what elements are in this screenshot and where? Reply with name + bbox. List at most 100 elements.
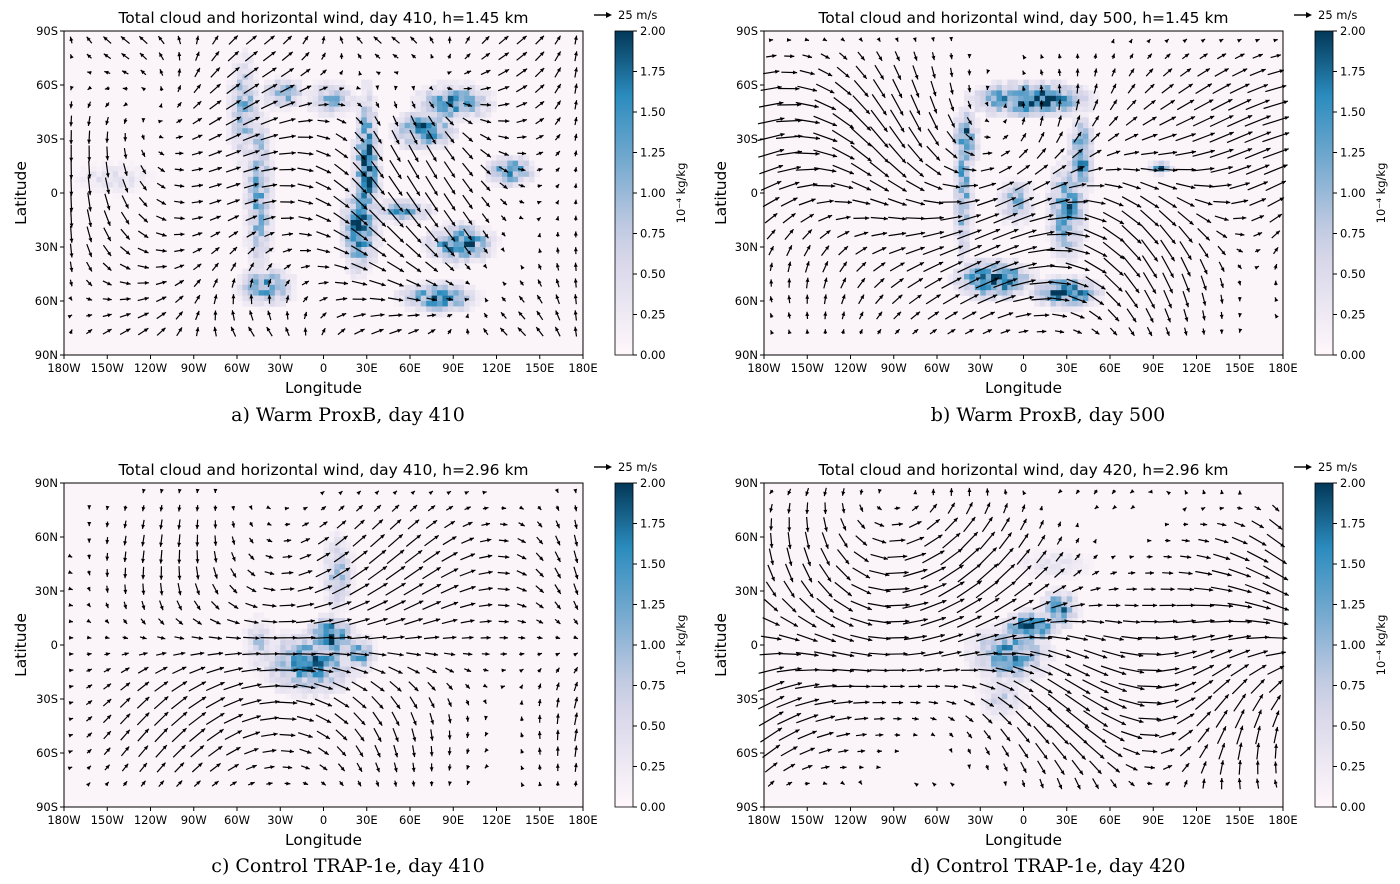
cloud-field <box>74 47 540 318</box>
wind-arrow <box>957 214 981 223</box>
wind-arrow <box>554 117 561 125</box>
x-axis-label: Longitude <box>285 379 362 397</box>
wind-arrow <box>555 505 560 511</box>
wind-arrow <box>1245 566 1270 580</box>
wind-arrow <box>957 229 982 240</box>
cloud-cell <box>1012 558 1019 565</box>
cloud-cell <box>442 220 449 226</box>
cloud-cell <box>980 295 986 302</box>
wind-arrow <box>1030 197 1053 207</box>
cloud-cell <box>253 85 259 91</box>
cloud-cell <box>485 236 492 242</box>
wind-arrow <box>834 581 853 597</box>
wind-arrow <box>482 230 489 239</box>
cloud-cell <box>1023 564 1030 570</box>
cloud-cell <box>242 155 249 161</box>
cloud-cell <box>350 263 357 269</box>
wind-arrow <box>938 598 965 613</box>
cloud-cell <box>458 247 465 253</box>
wind-arrow <box>231 520 236 528</box>
wind-arrow <box>1122 620 1141 624</box>
cloud-cell <box>437 139 443 145</box>
cloud-cell <box>474 95 481 102</box>
wind-arrow <box>349 600 370 611</box>
cloud-cell <box>301 666 308 673</box>
cloud-cell <box>366 160 373 167</box>
cloud-cell <box>345 214 351 221</box>
cloud-cell <box>964 220 970 226</box>
wind-arrow <box>1047 663 1072 677</box>
cloud-cell <box>258 176 265 183</box>
cloud-cell <box>264 634 270 640</box>
cloud-cell <box>1007 650 1013 657</box>
wind-arrow <box>446 297 454 301</box>
cloud-cell <box>1028 209 1035 215</box>
cloud-cell <box>991 661 997 667</box>
wind-arrow <box>538 263 542 270</box>
wind-arrow <box>1109 327 1118 336</box>
cloud-cell <box>1018 263 1024 269</box>
cloud-cell <box>80 171 86 178</box>
cloud-cell <box>253 252 259 259</box>
cloud-cell <box>318 101 324 107</box>
panel-d: Total cloud and horizontal wind, day 420… <box>700 451 1400 884</box>
cloud-cell <box>345 553 351 559</box>
cloud-cell <box>366 220 373 226</box>
wind-arrow <box>103 210 111 227</box>
wind-arrow <box>136 712 150 726</box>
cloud-cell <box>431 85 438 91</box>
wind-arrow <box>350 652 369 657</box>
cloud-cell <box>301 90 308 97</box>
wind-arrow <box>766 54 777 58</box>
cloud-cell <box>107 187 113 194</box>
cloud-cell <box>361 209 367 215</box>
cloud-cell <box>388 203 395 210</box>
wind-arrow <box>385 600 406 611</box>
cloud-cell <box>291 284 297 291</box>
cloud-cell <box>350 591 357 597</box>
cloud-cell <box>226 95 232 102</box>
wind-arrow <box>192 247 203 254</box>
cloud-cell <box>1034 198 1040 205</box>
cloud-cell <box>372 133 378 140</box>
cloud-cell <box>1028 295 1035 302</box>
cloud-cell <box>242 139 249 145</box>
cloud-cell <box>464 236 470 242</box>
wind-arrow <box>943 667 960 672</box>
wind-arrow <box>1211 569 1232 577</box>
cloud-cell <box>1045 607 1051 613</box>
cloud-cell <box>964 639 970 646</box>
cloud-cell <box>996 677 1003 684</box>
cloud-cell <box>264 203 270 210</box>
wind-arrow <box>176 101 182 108</box>
wind-arrow <box>804 781 810 786</box>
cloud-cell <box>1018 564 1024 570</box>
cloud-cell <box>1023 645 1030 651</box>
cloud-cell <box>991 709 997 716</box>
cloud-cell <box>269 634 276 640</box>
wind-arrow <box>353 313 366 318</box>
cloud-cell <box>507 160 513 167</box>
cloud-cell <box>1034 639 1040 646</box>
cloud-cell <box>1028 558 1035 565</box>
cloud-cell <box>964 112 970 118</box>
cloud-cell <box>447 236 454 242</box>
wind-arrow <box>295 635 316 640</box>
wind-arrow <box>174 167 184 172</box>
cloud-cell <box>953 149 959 156</box>
cloud-cell <box>426 214 432 221</box>
cloud-cell <box>334 558 340 565</box>
cloud-cell <box>339 220 346 226</box>
wind-arrow <box>443 193 456 211</box>
wind-arrow <box>995 667 1016 674</box>
cloud-cell <box>985 257 992 264</box>
wind-arrow <box>263 35 275 45</box>
wind-arrow <box>195 519 200 530</box>
cloud-cell <box>410 209 416 215</box>
cloud-cell <box>1001 106 1008 113</box>
cloud-cell <box>437 230 443 237</box>
cloud-cell <box>1001 672 1008 678</box>
cloud-cell <box>291 639 297 646</box>
wind-arrow <box>156 311 167 320</box>
cloud-cell <box>1050 645 1057 651</box>
